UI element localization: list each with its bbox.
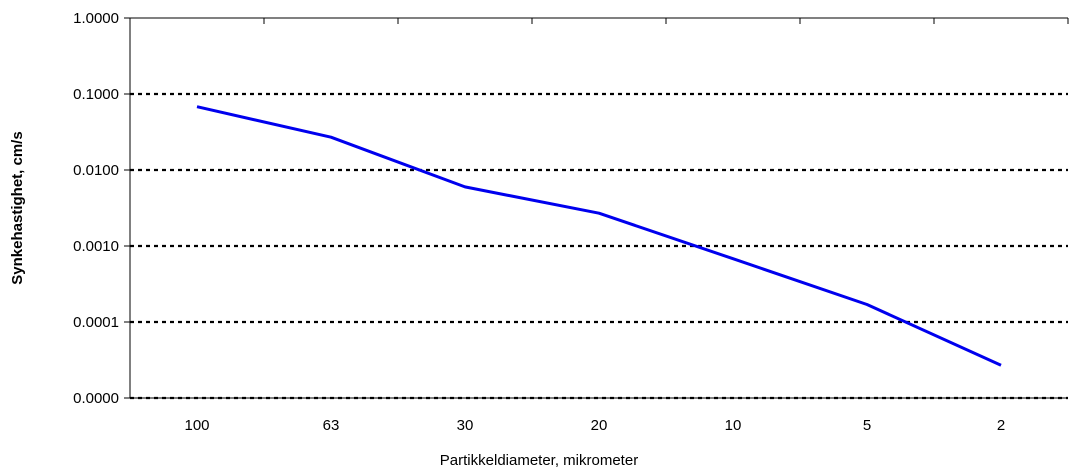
x-tick-labels: 100 63 30 20 10 5 2 — [184, 417, 1005, 434]
series — [196, 105, 1002, 367]
y-tick-label: 1.0000 — [73, 10, 119, 27]
x-tick-label: 10 — [725, 417, 742, 434]
x-axis-title: Partikkeldiameter, mikrometer — [440, 452, 638, 469]
x-tick-label: 100 — [184, 417, 209, 434]
y-tick-label: 0.0000 — [73, 390, 119, 407]
x-tick-label: 5 — [863, 417, 871, 434]
y-tick-label: 0.0001 — [73, 314, 119, 331]
y-axis-title: Synkehastighet, cm/s — [9, 131, 26, 284]
y-tick-label: 0.1000 — [73, 86, 119, 103]
x-tick-label: 20 — [591, 417, 608, 434]
y-tick-label: 0.0100 — [73, 162, 119, 179]
x-tick-label: 2 — [997, 417, 1005, 434]
y-tick-labels: 1.0000 0.1000 0.0100 0.0010 0.0001 0.0000 — [73, 10, 119, 407]
x-tick-label: 30 — [457, 417, 474, 434]
gridlines — [130, 92, 1068, 400]
axes — [124, 17, 1069, 399]
x-tick-label: 63 — [323, 417, 340, 434]
series-line — [196, 105, 1002, 367]
y-tick-label: 0.0010 — [73, 238, 119, 255]
